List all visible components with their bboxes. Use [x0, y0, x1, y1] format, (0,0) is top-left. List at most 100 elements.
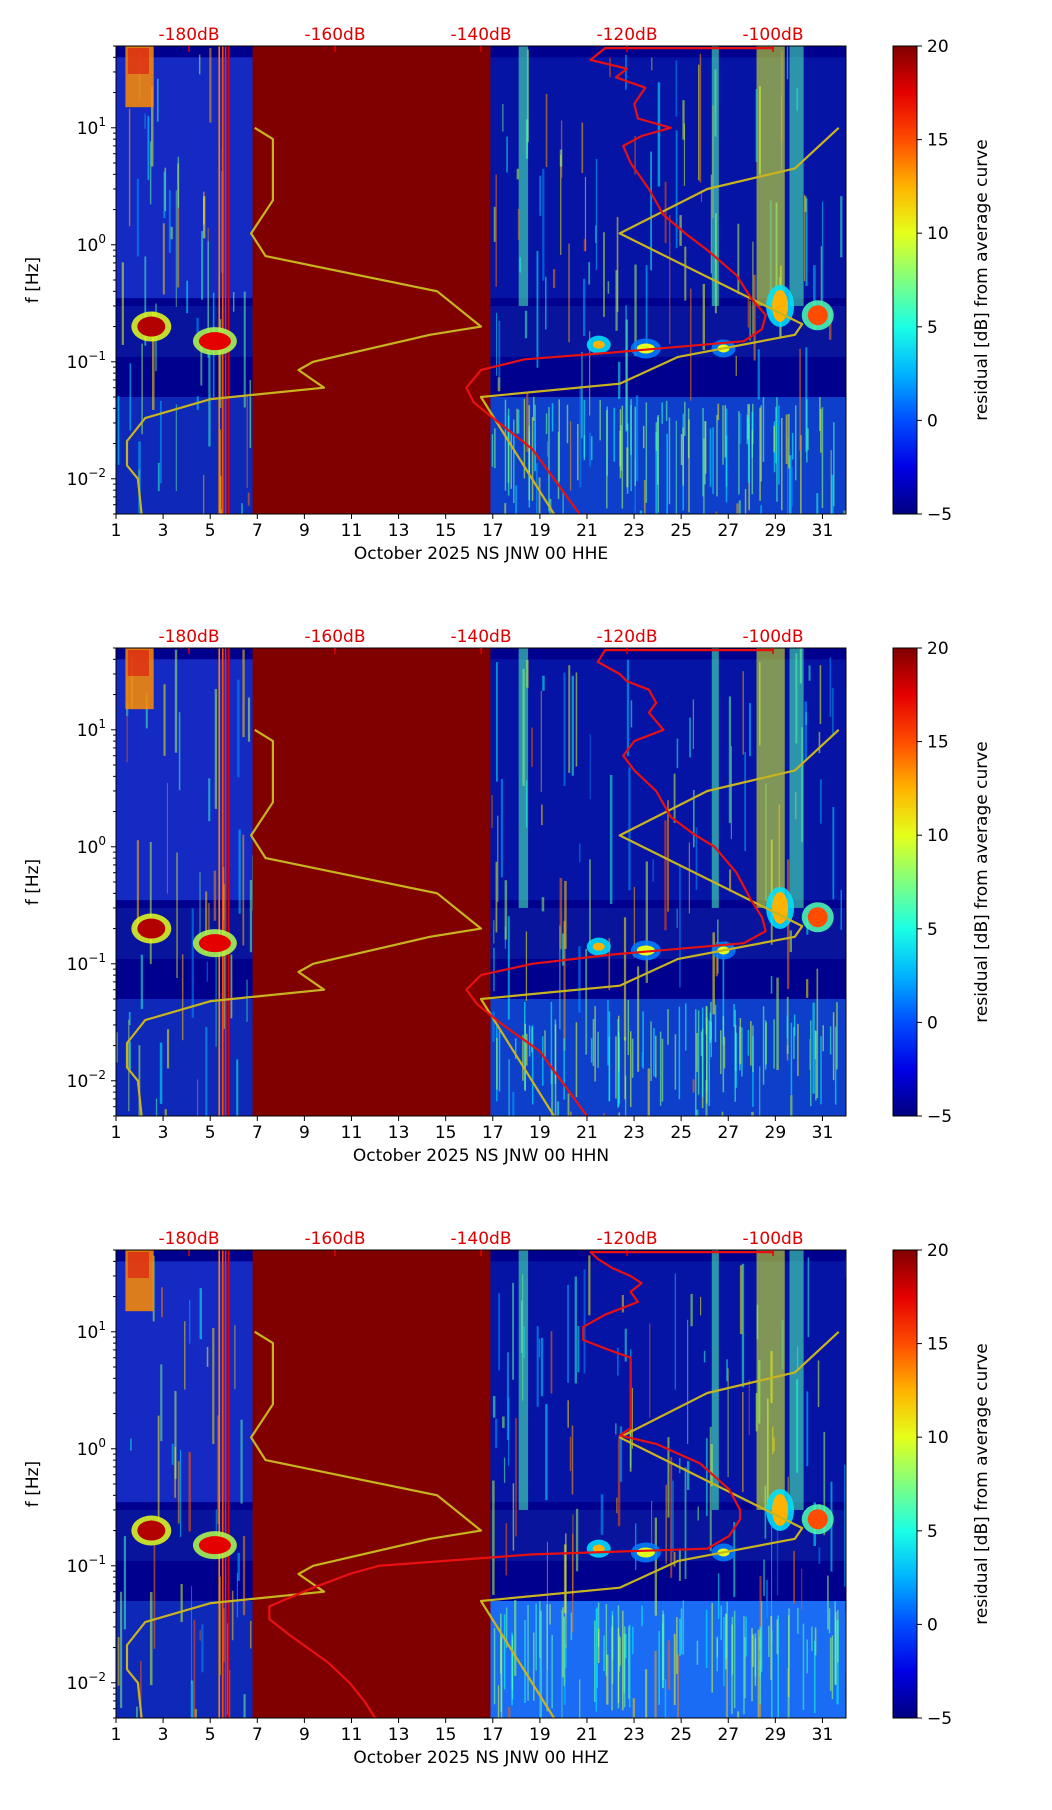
noise-streak [574, 1276, 577, 1384]
x-tick-label: 9 [299, 1725, 310, 1745]
top-tick-label: -140dB [450, 627, 511, 647]
low-freq-spike [680, 434, 683, 466]
noise-streak [153, 1545, 156, 1649]
noise-streak [806, 979, 809, 998]
x-tick-label: 15 [435, 1725, 457, 1745]
noise-streak [829, 657, 832, 717]
noise-streak [626, 659, 630, 757]
noise-streak [495, 1418, 498, 1448]
microseism-blob-core [198, 332, 231, 351]
noise-streak [200, 345, 203, 386]
noise-streak [633, 886, 636, 958]
noise-streak [820, 779, 822, 824]
x-tick-label: 25 [670, 521, 692, 541]
noise-streak [700, 190, 703, 202]
event-line [221, 46, 224, 514]
low-freq-spike [744, 1637, 746, 1699]
low-freq-band-left [116, 397, 253, 514]
noise-streak [567, 1284, 569, 1383]
low-freq-spike [504, 399, 507, 491]
x-tick-label: 25 [670, 1123, 692, 1143]
noise-streak [595, 158, 598, 271]
noise-streak [249, 1620, 252, 1649]
noise-streak [744, 751, 746, 852]
low-freq-spike [814, 1030, 817, 1060]
x-tick-label: 3 [158, 1123, 169, 1143]
noise-streak [246, 979, 248, 1022]
noise-streak [628, 767, 631, 891]
low-freq-spike [762, 1006, 765, 1085]
noise-streak [785, 414, 788, 464]
noise-streak [206, 961, 209, 982]
x-axis-label: October 2025 NS JNW 00 HHN [353, 1146, 609, 1166]
low-freq-spike [832, 1012, 835, 1081]
noise-streak [170, 226, 173, 240]
low-freq-spike [708, 1020, 711, 1106]
noise-streak [615, 1423, 617, 1435]
noise-streak [552, 269, 556, 289]
noise-streak [507, 1397, 510, 1466]
noise-streak [755, 89, 758, 162]
low-freq-spike [793, 1027, 795, 1060]
low-freq-spike [722, 405, 724, 465]
noise-streak [241, 503, 243, 514]
low-freq-spike [531, 1025, 534, 1105]
noise-streak [588, 262, 591, 285]
noise-streak [567, 1093, 570, 1116]
noise-streak [749, 703, 751, 757]
low-freq-spike [526, 1033, 528, 1066]
low-freq-spike [723, 1617, 725, 1686]
noise-streak [667, 1640, 671, 1690]
noise-streak [117, 1637, 120, 1686]
y-axis-label: f [Hz] [23, 257, 43, 303]
microseism-blob-core [592, 942, 605, 951]
noise-streak [177, 156, 180, 208]
noise-streak [536, 463, 538, 514]
low-freq-spike [524, 1619, 526, 1703]
noise-streak [247, 697, 251, 742]
noise-streak [560, 154, 562, 255]
low-freq-spike [837, 1610, 839, 1663]
noise-streak [141, 343, 143, 435]
noise-streak [843, 510, 846, 514]
noise-streak [818, 1547, 821, 1564]
top-tick-label: -140dB [450, 1229, 511, 1249]
x-tick-label: 7 [252, 521, 263, 541]
low-freq-spike [797, 1023, 799, 1077]
low-freq-spike [762, 397, 765, 462]
y-tick-exponent: 1 [98, 115, 106, 129]
microseism-blob-core [636, 1547, 655, 1558]
noise-streak [128, 1012, 131, 1026]
noise-streak [793, 1550, 795, 1604]
low-freq-spike [548, 407, 550, 512]
low-freq-spike [528, 425, 530, 501]
low-freq-spike [745, 1616, 747, 1657]
noise-streak [166, 783, 169, 894]
series-line-1 [125, 728, 483, 1116]
low-freq-spike [788, 1608, 790, 1668]
low-freq-spike [514, 1038, 517, 1059]
noise-streak [531, 727, 533, 767]
noise-streak [733, 1522, 736, 1597]
low-freq-spike [723, 1036, 726, 1069]
noise-streak [223, 940, 226, 1029]
low-freq-spike [603, 1635, 605, 1672]
noise-streak [583, 238, 587, 252]
noise-streak [123, 1536, 127, 1630]
noise-streak [515, 1417, 517, 1537]
low-freq-spike [712, 427, 714, 495]
event-line [221, 648, 224, 1116]
noise-streak [606, 1654, 609, 1705]
colorbar [892, 45, 918, 515]
noise-streak [504, 880, 508, 940]
x-axis-label: October 2025 NS JNW 00 HHE [354, 544, 608, 564]
noise-streak [512, 1091, 515, 1116]
noise-streak [645, 861, 648, 983]
noise-streak [589, 859, 591, 945]
noise-streak [770, 976, 773, 994]
low-freq-spike [768, 1625, 770, 1658]
noise-streak [712, 932, 715, 1015]
noise-streak [231, 1590, 234, 1641]
noise-streak [673, 773, 676, 823]
